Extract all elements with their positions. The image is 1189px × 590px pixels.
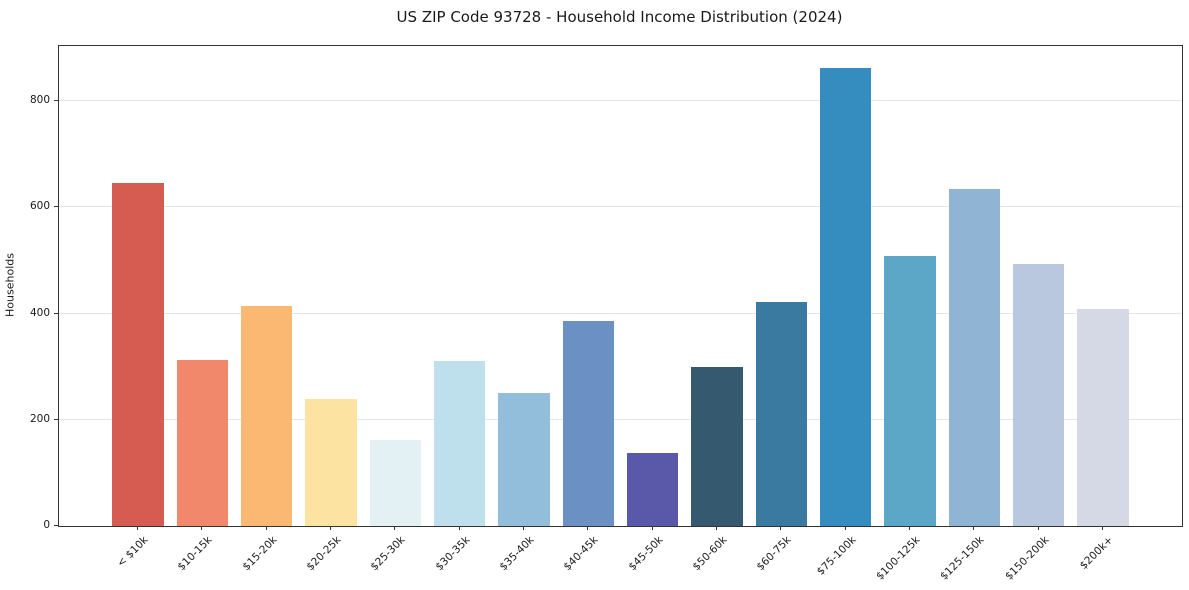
- x-tick-label: < $10k: [114, 534, 151, 570]
- plot-area: [58, 45, 1183, 527]
- bar: [433, 360, 486, 526]
- x-tick: [330, 526, 331, 530]
- bar: [112, 183, 164, 526]
- y-tick: [54, 312, 58, 314]
- x-tick: [973, 526, 975, 530]
- x-tick: [137, 526, 138, 530]
- bar: [562, 320, 615, 526]
- x-tick: [909, 526, 910, 530]
- x-tick-label: $75-100k: [814, 534, 859, 578]
- y-tick: [54, 100, 58, 102]
- x-tick-label: $10-15k: [175, 534, 215, 574]
- x-tick: [716, 526, 717, 530]
- y-tick-label: 400: [29, 306, 50, 319]
- y-tick-label: 0: [43, 519, 50, 531]
- bar: [626, 453, 679, 526]
- x-tick-label: $30-35k: [433, 534, 473, 574]
- bar: [1012, 263, 1065, 526]
- bar: [755, 302, 808, 526]
- x-tick: [651, 526, 653, 530]
- x-tick: [201, 526, 203, 530]
- x-tick: [1102, 526, 1103, 530]
- x-tick: [458, 526, 460, 530]
- x-tick: [394, 526, 396, 530]
- y-tick: [54, 206, 58, 208]
- y-tick: [54, 525, 58, 526]
- y-tick-label: 600: [29, 200, 50, 213]
- bar: [176, 359, 229, 526]
- x-tick-label: $20-25k: [304, 534, 344, 574]
- y-tick-label: 200: [29, 412, 50, 425]
- x-tick-label: $15-20k: [240, 534, 280, 574]
- bar: [691, 367, 743, 526]
- y-tick-label: 800: [29, 94, 50, 107]
- x-tick: [844, 526, 846, 530]
- bar: [819, 68, 872, 526]
- bar: [498, 392, 550, 526]
- x-tick: [265, 526, 267, 530]
- x-tick-label: $50-60k: [690, 534, 730, 574]
- x-tick-label: $125-150k: [938, 534, 987, 583]
- gridline: [59, 312, 1182, 314]
- x-tick-label: $25-30k: [368, 534, 408, 574]
- bar: [305, 399, 357, 526]
- gridline: [59, 418, 1182, 420]
- gridline: [59, 206, 1182, 208]
- bar: [240, 305, 293, 526]
- x-tick-label: $35-40k: [497, 534, 537, 574]
- x-tick-label: $40-45k: [561, 534, 601, 574]
- x-tick: [587, 526, 589, 530]
- x-tick: [780, 526, 782, 530]
- chart-title: US ZIP Code 93728 - Household Income Dis…: [396, 8, 843, 26]
- x-tick-label: $45-50k: [626, 534, 666, 574]
- x-tick-label: $150-200k: [1002, 534, 1052, 583]
- bar: [1077, 309, 1129, 526]
- bar: [369, 439, 422, 526]
- bar: [884, 256, 936, 526]
- x-tick-label: $200k+: [1077, 534, 1116, 572]
- x-tick-label: $60-75k: [754, 534, 794, 574]
- gridline: [59, 100, 1182, 102]
- y-tick: [54, 418, 58, 420]
- x-tick-label: $100-125k: [873, 534, 923, 583]
- x-tick: [1037, 526, 1039, 530]
- x-tick: [523, 526, 524, 530]
- bar: [948, 188, 1001, 526]
